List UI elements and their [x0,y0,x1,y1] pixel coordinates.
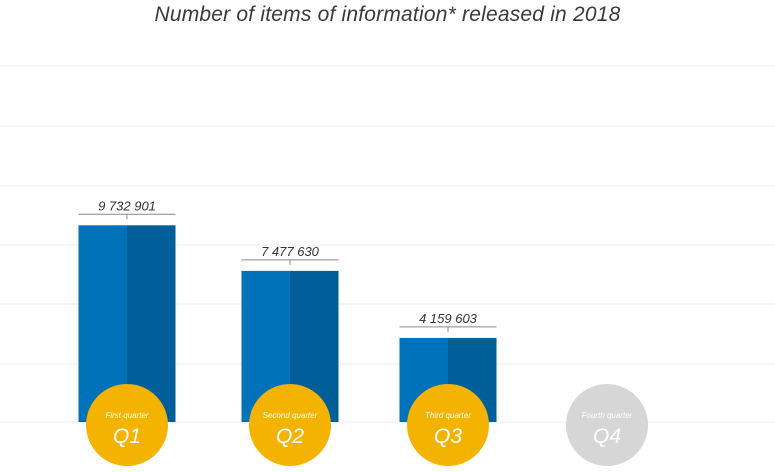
data-label: 7 477 630 [261,244,320,259]
tick-label: Q4 [593,425,621,448]
category-badge-q3: Third quarter Q3 [407,384,489,466]
category-circle [249,384,331,466]
category-circle [566,384,648,466]
tick-label: Q1 [113,425,141,448]
chart-title: Number of items of information* released… [154,3,621,26]
category-badge-q4: Fourth quarter Q4 [566,384,648,466]
category-circle [86,384,168,466]
tick-label: Q2 [276,425,304,448]
tick-label: Q3 [434,425,462,448]
category-description: Fourth quarter [582,411,633,420]
category-description: Second quarter [263,411,318,420]
category-badge-q2: Second quarter Q2 [249,384,331,466]
category-badge-q1: First quarter Q1 [86,384,168,466]
bar-q3: 4 159 603 [399,311,497,422]
category-description: Third quarter [425,411,471,420]
data-label: 4 159 603 [419,311,478,326]
category-description: First quarter [105,411,148,420]
category-circle [407,384,489,466]
data-label: 9 732 901 [98,198,156,213]
